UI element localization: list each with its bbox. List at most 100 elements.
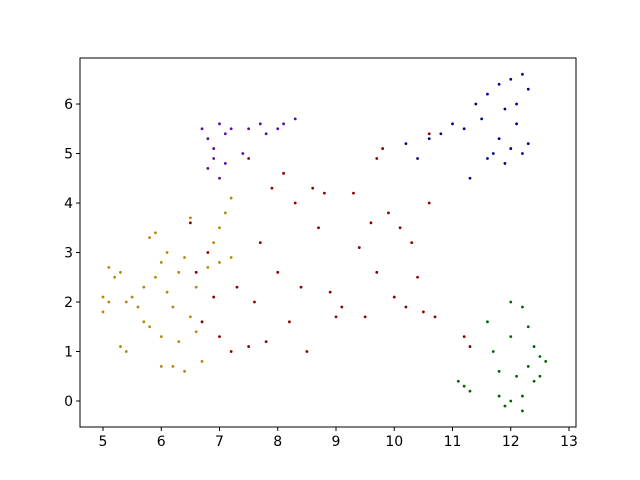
point <box>200 320 204 324</box>
point <box>491 350 495 353</box>
y-tick-label: 3 <box>64 246 73 262</box>
y-tick-label: 0 <box>64 394 73 410</box>
point <box>416 275 419 279</box>
point <box>188 315 192 319</box>
point <box>328 290 332 294</box>
point <box>218 335 221 339</box>
point <box>258 122 262 126</box>
point <box>491 152 495 155</box>
point <box>188 216 192 220</box>
point <box>521 394 524 398</box>
point <box>229 127 233 131</box>
point <box>375 157 379 160</box>
point <box>404 142 408 146</box>
point <box>229 256 233 259</box>
point <box>427 201 431 205</box>
point <box>159 261 163 264</box>
point <box>113 275 117 279</box>
point <box>322 191 326 195</box>
point <box>165 251 169 254</box>
point <box>293 201 297 205</box>
point <box>229 196 233 200</box>
point <box>212 147 216 150</box>
x-tick-label: 5 <box>99 434 108 450</box>
point <box>468 389 472 393</box>
point <box>532 379 536 383</box>
point <box>334 315 338 319</box>
point <box>509 335 513 339</box>
point <box>212 295 216 299</box>
point <box>264 340 268 344</box>
point <box>451 122 454 126</box>
point <box>218 122 221 126</box>
point <box>433 315 437 319</box>
point <box>398 226 402 230</box>
point <box>375 270 379 274</box>
point <box>521 72 524 76</box>
point <box>142 320 146 324</box>
point <box>107 265 111 269</box>
point <box>486 320 489 324</box>
point <box>247 345 251 348</box>
point <box>538 355 542 358</box>
point <box>276 127 280 131</box>
point <box>223 132 227 136</box>
point <box>521 305 524 309</box>
point <box>462 384 466 388</box>
point <box>526 364 530 368</box>
point <box>154 275 157 279</box>
y-tick-label: 2 <box>64 295 73 311</box>
point <box>159 335 163 339</box>
point <box>177 270 181 274</box>
point <box>136 305 140 309</box>
point <box>258 241 262 245</box>
point <box>427 137 431 141</box>
point <box>270 186 274 190</box>
point <box>107 300 111 304</box>
point <box>101 310 105 314</box>
point <box>119 345 122 348</box>
point <box>159 364 163 368</box>
point <box>509 300 513 304</box>
point <box>311 186 315 190</box>
point <box>468 176 472 180</box>
point <box>183 369 186 373</box>
point <box>206 137 210 141</box>
point <box>427 132 431 136</box>
point <box>206 265 210 269</box>
point <box>352 191 355 195</box>
point <box>526 325 530 329</box>
point <box>515 102 518 106</box>
point <box>148 236 152 240</box>
x-tick-label: 7 <box>215 434 224 450</box>
point <box>194 330 198 334</box>
point <box>200 127 204 131</box>
point <box>474 102 478 106</box>
point <box>357 246 361 249</box>
point <box>521 152 524 155</box>
point <box>148 325 152 329</box>
point <box>509 77 513 81</box>
point <box>497 394 501 398</box>
point <box>410 241 414 245</box>
point <box>171 305 175 309</box>
point <box>142 285 146 289</box>
x-tick-label: 10 <box>385 434 403 450</box>
point <box>218 226 221 230</box>
plot-frame <box>79 57 577 428</box>
point <box>497 137 501 141</box>
point <box>439 132 443 136</box>
point <box>253 300 256 304</box>
point <box>235 285 239 289</box>
point <box>200 360 204 363</box>
point <box>503 107 507 111</box>
x-tick-label: 12 <box>502 434 520 450</box>
point <box>206 251 210 254</box>
x-tick-label: 8 <box>273 434 282 450</box>
point <box>462 127 466 131</box>
point <box>381 147 385 150</box>
point <box>293 117 297 121</box>
y-tick-label: 5 <box>64 147 73 163</box>
point <box>317 226 320 230</box>
